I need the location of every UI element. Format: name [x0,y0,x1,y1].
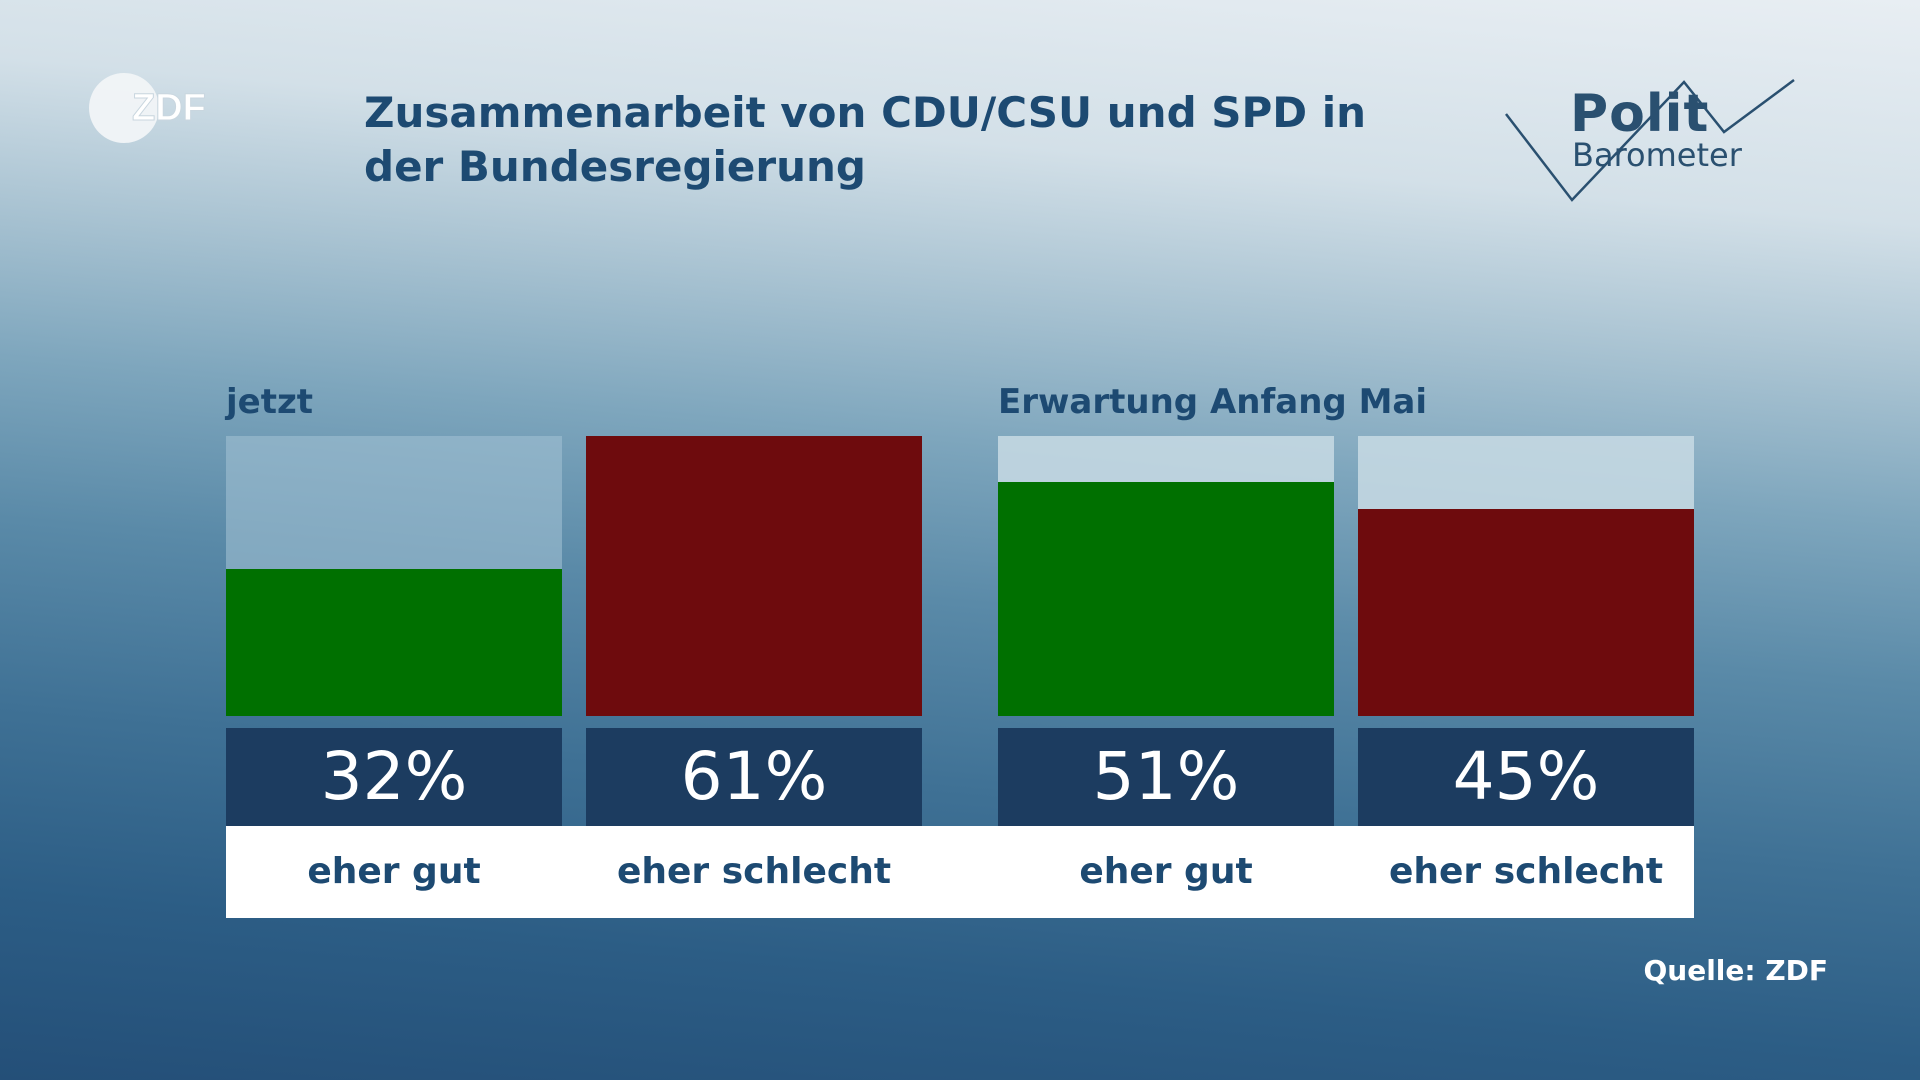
bar-track-jetzt-gut [226,436,562,716]
bar-track-jetzt-schlecht [586,436,922,716]
svg-text:ZDF: ZDF [132,87,206,129]
bar-jetzt-eher-gut [226,569,562,716]
group-label-erwartung: Erwartung Anfang Mai [998,382,1428,422]
category-label-mai-gut: eher gut [1079,851,1253,892]
politbarometer-logo: Polit Barometer [1500,74,1800,204]
category-label-jetzt-gut: eher gut [307,851,481,892]
source-note: Quelle: ZDF [1643,954,1828,987]
chart-title: Zusammenarbeit von CDU/CSU und SPD in de… [364,88,1367,191]
bar-track-mai-schlecht [1358,436,1694,716]
value-label-jetzt-gut: 32% [226,728,562,826]
brand-word-polit: Polit [1570,84,1710,144]
value-label-mai-gut: 51% [998,728,1334,826]
category-label-mai-schlecht: eher schlecht [1388,851,1664,892]
bar-track-mai-gut [998,436,1334,716]
bar-mai-eher-gut [998,482,1334,716]
value-label-jetzt-schlecht: 61% [586,728,922,826]
bar-mai-eher-schlecht [1358,509,1694,716]
zdf-logo: ZDF [89,73,206,143]
politbarometer-line-icon [1505,78,1795,202]
brand-word-barometer: Barometer [1572,136,1742,174]
group-label-jetzt: jetzt [226,382,314,422]
category-label-jetzt-schlecht: eher schlecht [616,851,892,892]
bar-jetzt-eher-schlecht [586,436,922,716]
category-label-strip [226,826,1694,918]
value-label-mai-schlecht: 45% [1358,728,1694,826]
